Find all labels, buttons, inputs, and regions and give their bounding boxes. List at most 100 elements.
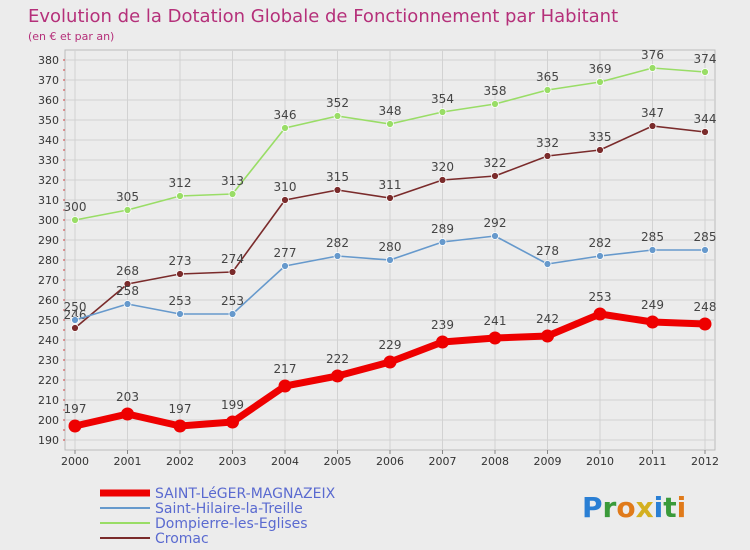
x-tick-label: 2004 (271, 455, 299, 468)
y-tick-label: 270 (38, 274, 59, 287)
data-label: 292 (484, 216, 507, 230)
data-label: 241 (484, 314, 507, 328)
data-label: 258 (116, 284, 139, 298)
data-point (228, 268, 237, 276)
data-label: 305 (116, 190, 139, 204)
data-point (383, 355, 397, 369)
data-label: 229 (379, 338, 402, 352)
y-tick-label: 280 (38, 254, 59, 267)
data-label: 248 (694, 300, 717, 314)
x-tick-label: 2008 (481, 455, 509, 468)
data-label: 282 (589, 236, 612, 250)
data-point (438, 108, 447, 116)
y-tick-label: 230 (38, 354, 59, 367)
data-label: 300 (64, 200, 87, 214)
x-tick-label: 2007 (429, 455, 457, 468)
data-label: 310 (274, 180, 297, 194)
data-point (228, 310, 237, 318)
y-tick-label: 210 (38, 394, 59, 407)
data-point (596, 78, 604, 86)
legend-label: Cromac (155, 531, 209, 547)
data-point (71, 316, 79, 324)
data-point (648, 246, 657, 254)
data-label: 250 (64, 300, 87, 314)
data-label: 369 (589, 62, 612, 76)
chart-subtitle: (en € et par an) (28, 30, 114, 43)
data-point (541, 329, 554, 343)
data-point (488, 331, 502, 345)
x-tick-label: 2012 (691, 455, 719, 468)
x-tick-label: 2006 (376, 455, 404, 468)
data-label: 374 (694, 52, 717, 66)
data-label: 311 (379, 178, 402, 192)
data-point (491, 232, 499, 240)
data-label: 332 (536, 136, 559, 150)
data-point (228, 190, 237, 198)
data-point (173, 419, 187, 433)
data-label: 242 (536, 312, 559, 326)
y-tick-label: 250 (38, 314, 59, 327)
x-tick-label: 2009 (534, 455, 562, 468)
data-label: 222 (326, 352, 349, 366)
data-label: 312 (169, 176, 192, 190)
data-label: 285 (641, 230, 664, 244)
y-tick-label: 350 (38, 114, 59, 127)
data-label: 354 (431, 92, 454, 106)
y-tick-label: 310 (38, 194, 59, 207)
data-label: 197 (169, 402, 192, 416)
data-point (436, 335, 449, 349)
x-tick-label: 2001 (114, 455, 142, 468)
chart-title: Evolution de la Dotation Globale de Fonc… (28, 6, 618, 27)
x-tick-label: 2003 (219, 455, 247, 468)
data-point (491, 172, 499, 180)
y-tick-label: 300 (38, 214, 59, 227)
data-label: 358 (484, 84, 507, 98)
data-label: 289 (431, 222, 454, 236)
y-tick-label: 380 (38, 54, 59, 67)
data-label: 282 (326, 236, 349, 250)
data-label: 352 (326, 96, 349, 110)
data-point (226, 415, 239, 429)
data-label: 280 (379, 240, 402, 254)
data-point (176, 310, 184, 318)
data-point (281, 262, 289, 270)
data-label: 197 (64, 402, 87, 416)
data-label: 365 (536, 70, 559, 84)
data-label: 199 (221, 398, 244, 412)
proxiti-logo: Proxiti (582, 491, 686, 524)
data-label: 320 (431, 160, 454, 174)
data-point (281, 196, 289, 204)
data-point (701, 68, 709, 76)
data-point (491, 100, 499, 108)
data-label: 239 (431, 318, 454, 332)
data-label: 278 (536, 244, 559, 258)
legend-label: Saint-Hilaire-la-Treille (155, 501, 303, 517)
data-point (438, 176, 447, 184)
data-point (648, 64, 657, 72)
x-tick-label: 2002 (166, 455, 194, 468)
data-label: 253 (589, 290, 612, 304)
y-tick-label: 340 (38, 134, 59, 147)
legend: SAINT-LéGER-MAGNAZEIXSaint-Hilaire-la-Tr… (100, 486, 336, 547)
y-tick-label: 330 (38, 154, 59, 167)
data-point (123, 280, 132, 288)
x-tick-label: 2011 (639, 455, 667, 468)
data-label: 335 (589, 130, 612, 144)
data-label: 285 (694, 230, 717, 244)
data-label: 376 (641, 48, 664, 62)
data-point (71, 324, 79, 332)
data-point (646, 315, 659, 329)
data-label: 322 (484, 156, 507, 170)
data-point (123, 206, 132, 214)
data-point (648, 122, 657, 130)
data-point (386, 256, 394, 264)
y-tick-label: 220 (38, 374, 59, 387)
data-point (333, 252, 342, 260)
data-point (543, 86, 552, 94)
data-label: 253 (169, 294, 192, 308)
legend-label: Dompierre-les-Eglises (155, 516, 308, 532)
data-label: 277 (274, 246, 297, 260)
data-label: 313 (221, 174, 244, 188)
data-label: 217 (274, 362, 297, 376)
